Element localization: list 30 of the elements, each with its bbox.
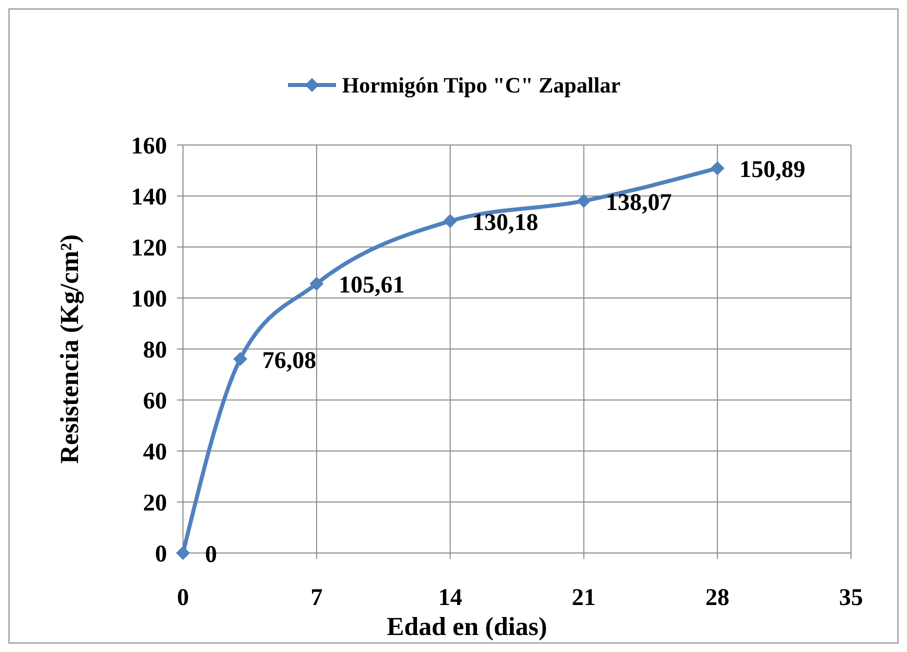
- y-tick-label: 100: [131, 286, 167, 312]
- x-tick-label: 0: [177, 585, 189, 611]
- y-tick-label: 60: [143, 388, 167, 414]
- point: [310, 276, 324, 291]
- point: [710, 161, 724, 176]
- x-tick-label: 28: [705, 585, 730, 611]
- y-tick-label: 0: [155, 541, 167, 568]
- x-tick-label: 35: [839, 585, 863, 611]
- x-tick-label: 21: [572, 585, 596, 611]
- x-tick-label: 14: [438, 585, 462, 611]
- point: [443, 214, 458, 228]
- data-label: 130,18: [472, 210, 538, 236]
- legend-label: Hormigón Tipo "C" Zapallar: [342, 72, 621, 98]
- y-tick-label: 20: [143, 490, 167, 516]
- x-tick-label: 7: [310, 585, 323, 611]
- x-axis-title: Edad en (dias): [386, 612, 548, 641]
- point: [233, 352, 248, 366]
- data-label: 138,07: [606, 190, 672, 216]
- point: [576, 194, 591, 208]
- point: [176, 546, 190, 560]
- data-label: 76,08: [262, 348, 316, 374]
- data-label: 150,89: [739, 157, 806, 184]
- y-tick-label: 140: [131, 184, 167, 210]
- data-label: 105,61: [338, 272, 405, 299]
- data-label: 0: [205, 542, 217, 568]
- y-tick-label: 40: [143, 439, 167, 466]
- y-tick-label: 80: [143, 337, 167, 364]
- y-axis-title: Resistencia (Kg/cm²): [55, 234, 84, 464]
- y-tick-label: 160: [131, 133, 167, 160]
- y-tick-label: 120: [131, 235, 167, 262]
